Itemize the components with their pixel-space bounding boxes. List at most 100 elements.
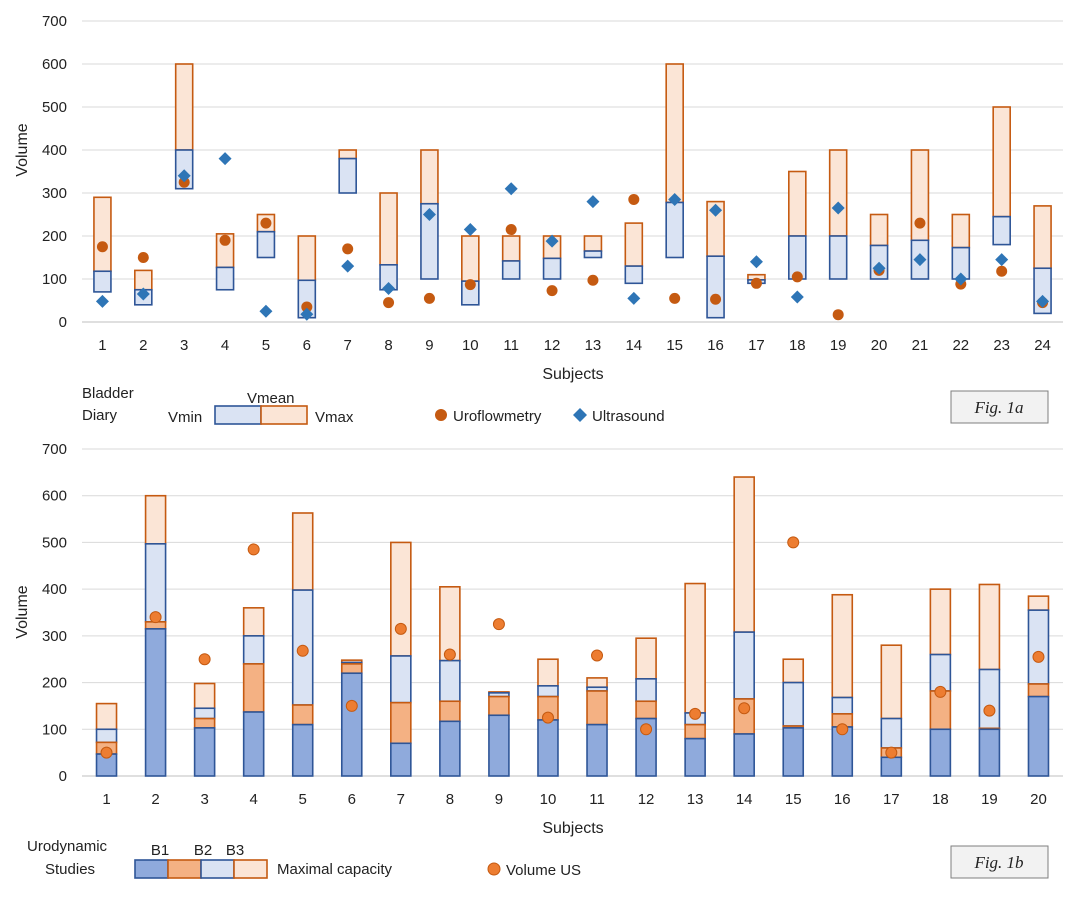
ultrasound-point [259, 304, 273, 318]
b1-segment [978, 728, 1001, 777]
uroflowmetry-point [587, 274, 599, 286]
x-tick-label: 18 [789, 337, 806, 354]
uroflowmetry-point [383, 297, 395, 309]
b1-segment [880, 756, 903, 777]
vmean-vmax-bar [501, 235, 521, 262]
volume-us-point [149, 611, 162, 624]
ultrasound-point [668, 192, 682, 206]
maximal-capacity-segment [242, 607, 265, 637]
chart-b-x-tick-labels: 1 2 3 4 5 6 7 8 9 10 11 12 13 14 15 16 17 18 19 20 [102, 791, 1046, 808]
maximal-capacity-segment [586, 677, 608, 689]
vmean-vmax-bar [379, 192, 398, 266]
maximal-capacity-segment [880, 644, 903, 720]
b2-segment [291, 704, 314, 726]
uroflowmetry-point [219, 234, 231, 246]
x-tick-label: 11 [503, 337, 519, 354]
x-tick-label: 3 [200, 791, 208, 808]
y-tick-label: 400 [42, 142, 67, 159]
vmean-vmax-bar [93, 196, 112, 273]
b2-segment [193, 717, 216, 729]
b1-segment [439, 720, 461, 777]
x-tick-label: 7 [397, 791, 405, 808]
y-tick-label: 200 [42, 228, 67, 245]
b3-segment [439, 659, 461, 703]
vmean-vmax-bar [665, 63, 684, 204]
b2-segment [635, 700, 657, 720]
x-tick-label: 7 [344, 337, 352, 354]
volume-us-point [983, 704, 996, 717]
fig-1a-label: Fig. 1a [973, 398, 1023, 417]
x-tick-label: 9 [495, 791, 503, 808]
b2-segment [439, 700, 461, 723]
b1-segment [782, 727, 805, 777]
chart-a-x-tick-labels: 1 2 3 4 5 6 7 8 9 10 11 12 13 14 15 16 17 18 19 20 21 22 23 24 [98, 337, 1051, 354]
y-tick-label: 400 [42, 581, 67, 598]
maximal-capacity-segment [1027, 595, 1050, 611]
x-tick-label: 10 [540, 791, 557, 808]
x-tick-label: 23 [993, 337, 1010, 354]
x-tick-label: 1 [98, 337, 106, 354]
b3-segment [929, 653, 952, 692]
vmean-vmax-bar [951, 213, 971, 249]
x-tick-label: 24 [1034, 337, 1051, 354]
legend-a-vmax-label: Vmax [315, 409, 354, 426]
b2-segment [1027, 683, 1050, 698]
uroflowmetry-point [914, 217, 926, 229]
maximal-capacity-segment [193, 682, 216, 710]
volume-us-point [836, 723, 849, 736]
b1-segment [929, 728, 952, 777]
fig-1a-label-box: Fig. 1a [950, 390, 1049, 424]
y-tick-label: 100 [42, 721, 67, 738]
legend-b-group-line2: Studies [45, 861, 95, 878]
chart-a-gridlines [82, 20, 1063, 323]
x-tick-label: 19 [981, 791, 998, 808]
ultrasound-point [422, 208, 436, 221]
ultrasound-point [913, 253, 927, 267]
fig-1b-label: Fig. 1b [973, 853, 1023, 872]
b3-segment [831, 696, 854, 715]
maximal-capacity-segment [291, 512, 314, 591]
x-tick-label: 4 [250, 791, 258, 808]
volume-us-point [1032, 650, 1045, 663]
legend-a-group-line1: Bladder [82, 385, 134, 402]
y-tick-label: 300 [42, 628, 67, 645]
ultrasound-point [95, 294, 109, 308]
b1-segment [537, 719, 559, 777]
vmean-vmax-bar [338, 149, 357, 160]
chart-a-markers [95, 152, 1050, 321]
vmean-vmax-bar [297, 235, 317, 282]
b3-segment [1027, 609, 1050, 685]
b2-segment [684, 723, 706, 740]
y-tick-label: 700 [42, 13, 67, 30]
x-tick-label: 3 [180, 337, 188, 354]
chart-a-bars [93, 63, 1052, 319]
uroflowmetry-point [750, 277, 762, 289]
b1-segment [390, 742, 412, 777]
vmean-vmax-bar [992, 106, 1011, 218]
x-tick-label: 9 [425, 337, 433, 354]
y-tick-label: 0 [59, 314, 67, 331]
x-tick-label: 12 [544, 337, 561, 354]
b1-segment [242, 711, 265, 777]
maximal-capacity-segment [733, 476, 755, 633]
x-tick-label: 20 [871, 337, 888, 354]
uroflowmetry-point [791, 271, 803, 283]
x-tick-label: 12 [638, 791, 655, 808]
maximal-capacity-segment [537, 658, 559, 687]
y-tick-label: 200 [42, 675, 67, 692]
b3-segment [537, 685, 559, 698]
b1-segment [586, 723, 608, 777]
uroflowmetry-point [464, 279, 476, 291]
volume-us-point [591, 649, 604, 662]
legend-b-b1-swatch [134, 859, 169, 879]
uroflowmetry-point [342, 243, 354, 255]
vmin-vmean-bar [256, 230, 276, 259]
vmin-vmean-bar [624, 265, 644, 285]
x-tick-label: 5 [262, 337, 270, 354]
x-tick-label: 17 [748, 337, 765, 354]
maximal-capacity-segment [831, 593, 854, 699]
vmean-vmax-bar [1033, 205, 1052, 270]
b2-segment [390, 701, 412, 745]
